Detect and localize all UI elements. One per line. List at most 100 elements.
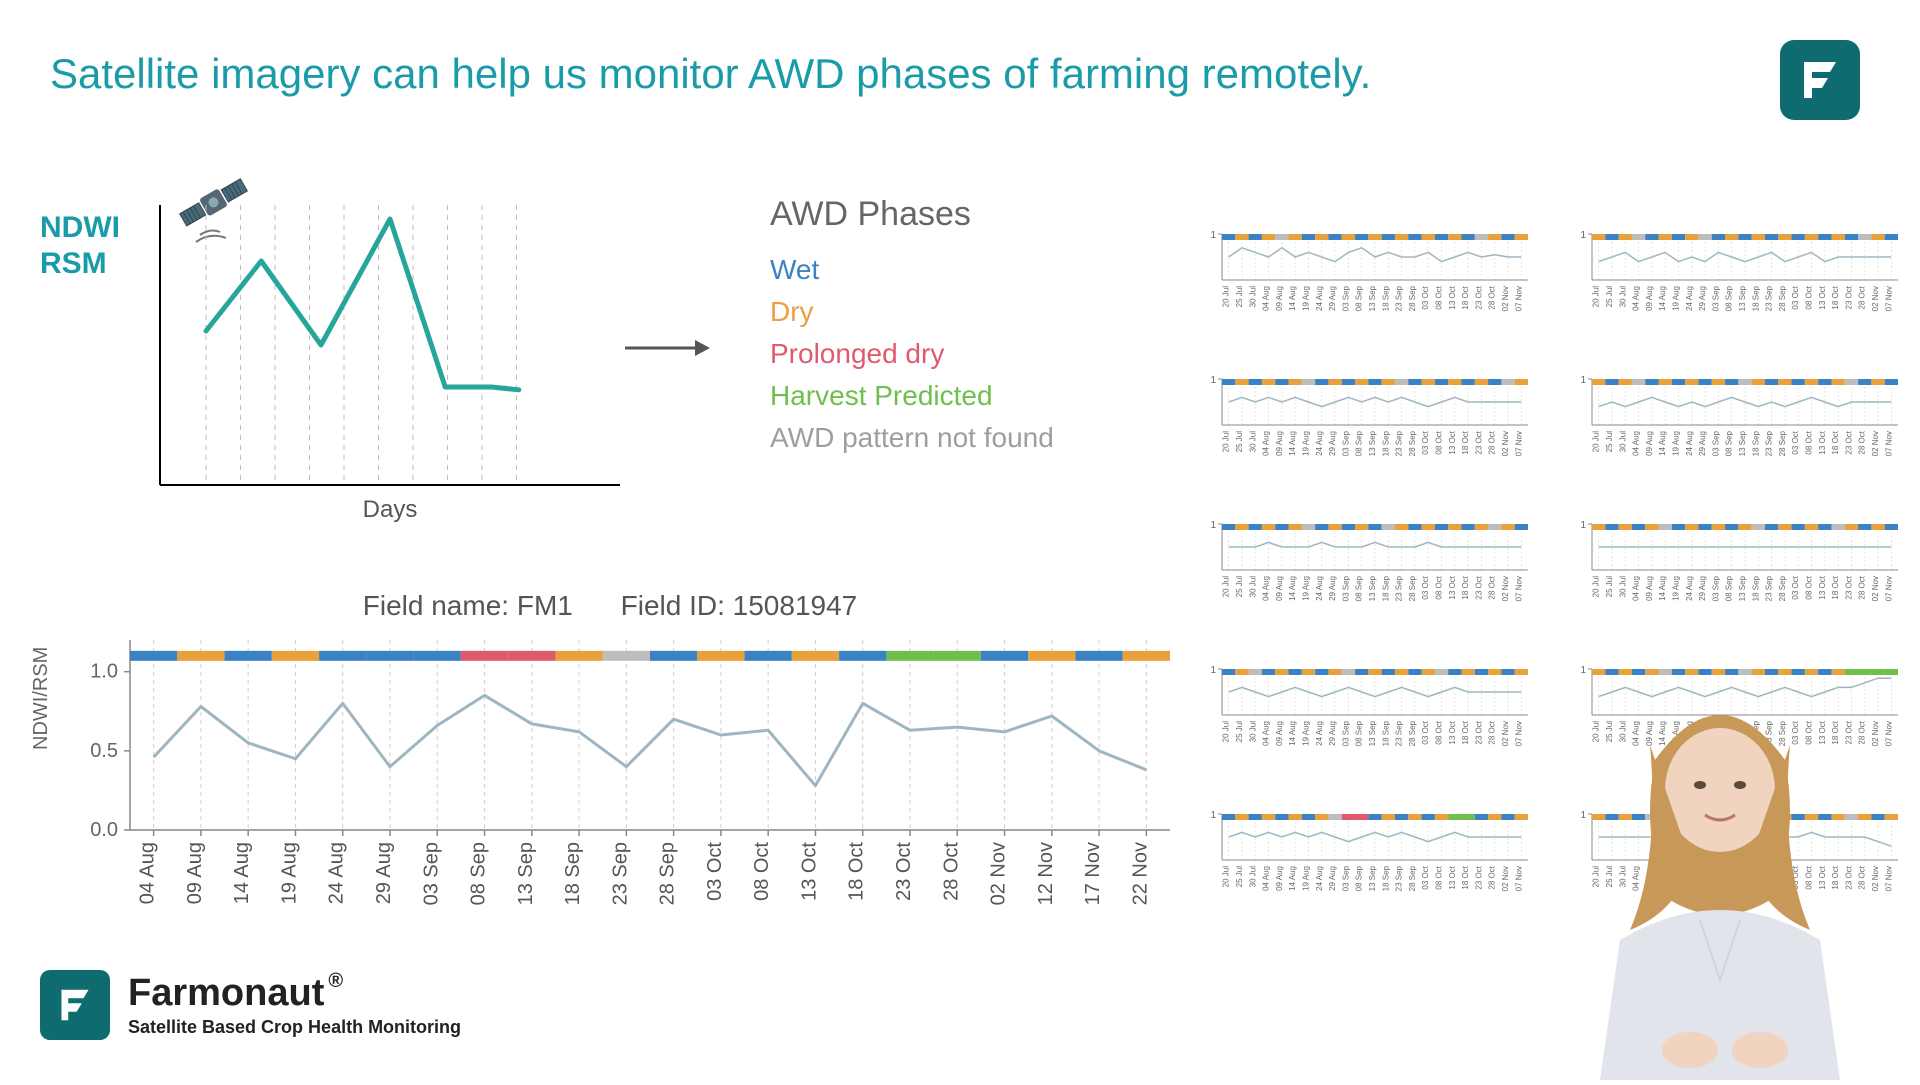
svg-text:13 Sep: 13 Sep (1738, 285, 1747, 311)
svg-text:29 Aug: 29 Aug (1698, 576, 1707, 601)
field-name-label: Field name: (363, 590, 509, 621)
svg-text:23 Oct: 23 Oct (1474, 720, 1483, 744)
svg-text:18 Sep: 18 Sep (1751, 575, 1760, 601)
svg-text:03 Sep: 03 Sep (420, 842, 442, 905)
svg-text:28 Sep: 28 Sep (1778, 430, 1787, 456)
svg-text:18 Oct: 18 Oct (1831, 285, 1840, 309)
svg-text:1: 1 (1210, 810, 1216, 821)
svg-text:30 Jul: 30 Jul (1248, 286, 1257, 308)
svg-text:29 Aug: 29 Aug (1328, 431, 1337, 456)
svg-text:13 Oct: 13 Oct (1448, 285, 1457, 309)
svg-text:08 Oct: 08 Oct (1435, 430, 1444, 454)
svg-text:07 Nov: 07 Nov (1884, 431, 1893, 456)
svg-text:30 Jul: 30 Jul (1248, 431, 1257, 453)
svg-text:23 Oct: 23 Oct (1474, 575, 1483, 599)
svg-text:28 Sep: 28 Sep (657, 842, 679, 905)
svg-text:08 Sep: 08 Sep (1355, 285, 1364, 311)
svg-text:08 Sep: 08 Sep (468, 842, 490, 905)
svg-text:23 Sep: 23 Sep (1395, 865, 1404, 891)
svg-text:29 Aug: 29 Aug (1698, 286, 1707, 311)
svg-text:18 Sep: 18 Sep (1381, 285, 1390, 311)
svg-text:25 Jul: 25 Jul (1235, 576, 1244, 598)
svg-text:13 Sep: 13 Sep (1368, 575, 1377, 601)
svg-text:03 Oct: 03 Oct (1421, 575, 1430, 599)
svg-text:24 Aug: 24 Aug (1315, 866, 1324, 891)
svg-text:23 Sep: 23 Sep (1395, 430, 1404, 456)
svg-text:03 Oct: 03 Oct (704, 842, 726, 901)
svg-text:24 Aug: 24 Aug (1315, 286, 1324, 311)
svg-text:13 Sep: 13 Sep (1738, 430, 1747, 456)
svg-text:18 Sep: 18 Sep (1751, 285, 1760, 311)
svg-text:24 Aug: 24 Aug (1685, 286, 1694, 311)
awd-phases-legend: AWD Phases WetDryProlonged dryHarvest Pr… (770, 195, 1054, 454)
svg-text:14 Aug: 14 Aug (1288, 576, 1297, 601)
svg-text:07 Nov: 07 Nov (1884, 866, 1893, 891)
svg-text:28 Oct: 28 Oct (1858, 285, 1867, 309)
svg-text:08 Sep: 08 Sep (1355, 865, 1364, 891)
svg-text:03 Oct: 03 Oct (1421, 720, 1430, 744)
svg-text:19 Aug: 19 Aug (1301, 866, 1310, 891)
svg-text:18 Oct: 18 Oct (1831, 575, 1840, 599)
svg-text:08 Oct: 08 Oct (1435, 720, 1444, 744)
svg-text:1: 1 (1210, 520, 1216, 531)
svg-text:29 Aug: 29 Aug (1328, 286, 1337, 311)
svg-text:25 Jul: 25 Jul (1235, 866, 1244, 888)
svg-text:03 Oct: 03 Oct (1791, 285, 1800, 309)
svg-text:24 Aug: 24 Aug (1685, 431, 1694, 456)
svg-text:29 Aug: 29 Aug (373, 842, 395, 904)
svg-text:25 Jul: 25 Jul (1605, 431, 1614, 453)
svg-text:07 Nov: 07 Nov (1514, 576, 1523, 601)
svg-text:02 Nov: 02 Nov (1501, 431, 1510, 456)
mini-chart-1: 120 Jul25 Jul30 Jul04 Aug09 Aug14 Aug19 … (1200, 230, 1530, 345)
phase-item-harvest-predicted: Harvest Predicted (770, 380, 1054, 412)
svg-text:23 Oct: 23 Oct (1844, 575, 1853, 599)
svg-text:02 Nov: 02 Nov (1501, 286, 1510, 311)
mini-chart-6: 120 Jul25 Jul30 Jul04 Aug09 Aug14 Aug19 … (1570, 520, 1900, 635)
svg-text:02 Nov: 02 Nov (1501, 866, 1510, 891)
svg-text:03 Oct: 03 Oct (1421, 430, 1430, 454)
svg-text:18 Sep: 18 Sep (1381, 575, 1390, 601)
concept-chart: Days (140, 175, 640, 525)
svg-text:09 Aug: 09 Aug (1275, 721, 1284, 746)
svg-text:24 Aug: 24 Aug (326, 842, 348, 904)
svg-text:08 Sep: 08 Sep (1725, 285, 1734, 311)
svg-text:09 Aug: 09 Aug (1645, 286, 1654, 311)
svg-text:14 Aug: 14 Aug (1658, 286, 1667, 311)
svg-text:30 Jul: 30 Jul (1248, 866, 1257, 888)
svg-text:25 Jul: 25 Jul (1235, 721, 1244, 743)
brand-logo-footer (40, 970, 110, 1040)
svg-text:14 Aug: 14 Aug (1288, 431, 1297, 456)
mini-chart-4: 120 Jul25 Jul30 Jul04 Aug09 Aug14 Aug19 … (1570, 375, 1900, 490)
svg-text:02 Nov: 02 Nov (1501, 576, 1510, 601)
svg-text:20 Jul: 20 Jul (1592, 286, 1601, 308)
svg-text:19 Aug: 19 Aug (1671, 576, 1680, 601)
svg-text:18 Sep: 18 Sep (1381, 865, 1390, 891)
svg-text:19 Aug: 19 Aug (1671, 431, 1680, 456)
svg-text:18 Oct: 18 Oct (846, 842, 868, 901)
svg-text:14 Aug: 14 Aug (231, 842, 253, 904)
svg-text:30 Jul: 30 Jul (1618, 431, 1627, 453)
svg-text:20 Jul: 20 Jul (1222, 431, 1231, 453)
svg-text:28 Oct: 28 Oct (1488, 865, 1497, 889)
svg-text:08 Oct: 08 Oct (1435, 865, 1444, 889)
svg-text:20 Jul: 20 Jul (1222, 866, 1231, 888)
svg-text:28 Sep: 28 Sep (1778, 285, 1787, 311)
svg-text:28 Oct: 28 Oct (1858, 430, 1867, 454)
svg-text:20 Jul: 20 Jul (1222, 576, 1231, 598)
svg-text:19 Aug: 19 Aug (278, 842, 300, 904)
svg-text:13 Oct: 13 Oct (1448, 720, 1457, 744)
svg-text:13 Oct: 13 Oct (1448, 430, 1457, 454)
svg-text:14 Aug: 14 Aug (1658, 431, 1667, 456)
svg-text:28 Oct: 28 Oct (1488, 285, 1497, 309)
svg-text:07 Nov: 07 Nov (1884, 576, 1893, 601)
svg-text:20 Jul: 20 Jul (1222, 721, 1231, 743)
svg-text:03 Sep: 03 Sep (1711, 575, 1720, 601)
svg-text:02 Nov: 02 Nov (1871, 286, 1880, 311)
svg-text:13 Sep: 13 Sep (515, 842, 537, 905)
svg-text:07 Nov: 07 Nov (1884, 721, 1893, 746)
svg-text:23 Oct: 23 Oct (893, 842, 915, 901)
svg-text:22 Nov: 22 Nov (1129, 842, 1151, 905)
svg-text:23 Oct: 23 Oct (1844, 285, 1853, 309)
phases-title: AWD Phases (770, 195, 1054, 234)
svg-text:29 Aug: 29 Aug (1328, 721, 1337, 746)
